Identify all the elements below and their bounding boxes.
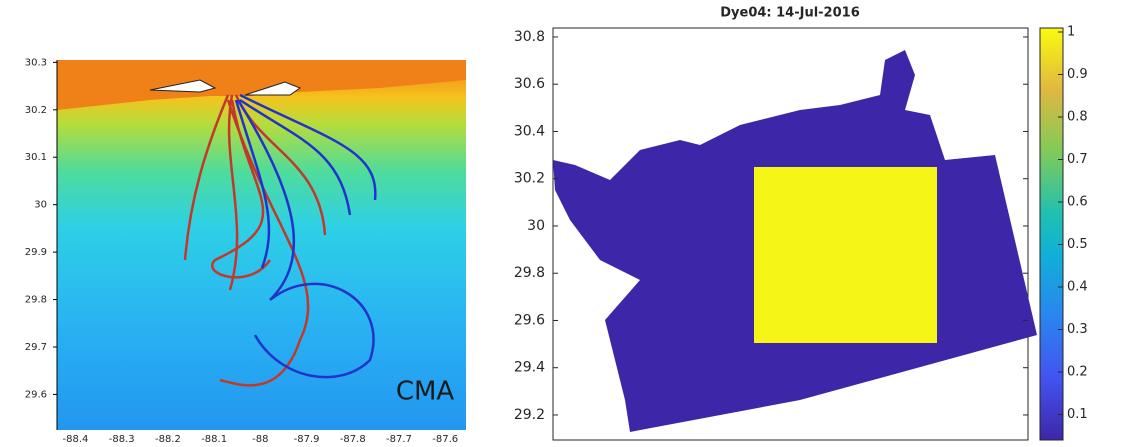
- x-tick-label: -87.9: [294, 434, 320, 445]
- y-tick-label: 29.7: [25, 342, 47, 353]
- x-tick-label: -88.4: [63, 434, 89, 445]
- dye-release: [754, 167, 937, 343]
- y-tick-label: 30.4: [514, 123, 545, 139]
- y-tick-label: 29.4: [514, 360, 545, 376]
- colorbar: [1040, 28, 1063, 440]
- chart-title: Dye04: 14-Jul-2016: [720, 6, 860, 21]
- ticks: 29.6 29.7 29.8 29.9 30 30.1 30.2 30.3 -88.4 -88.3…: [25, 25, 1088, 446]
- colorbar-tick-label: 0.8: [1067, 110, 1088, 125]
- y-tick-label: 30: [34, 200, 47, 211]
- colorbar-tick-label: 1: [1067, 25, 1075, 40]
- colorbar-tick-label: 0.4: [1067, 280, 1088, 295]
- colorbar-tick-label: 0.7: [1067, 152, 1088, 167]
- y-tick-label: 30.6: [514, 76, 545, 92]
- y-tick-label: 30.2: [514, 171, 545, 187]
- colorbar-tick-label: 0.1: [1067, 407, 1088, 422]
- y-tick-label: 30.1: [25, 152, 47, 163]
- x-tick-label: -87.7: [386, 434, 412, 445]
- y-tick-label: 29.8: [514, 265, 545, 281]
- trajectories: [183, 93, 377, 387]
- colorbar-tick-label: 0.2: [1067, 365, 1088, 380]
- y-tick-label: 30.2: [25, 105, 47, 116]
- y-tick-label: 30: [527, 218, 545, 234]
- y-tick-label: 29.6: [514, 312, 545, 328]
- y-tick-label: 29.6: [25, 389, 47, 400]
- x-tick-label: -88.1: [201, 434, 227, 445]
- bathymetry: [57, 60, 466, 430]
- y-tick-label: 30.8: [514, 29, 545, 45]
- y-tick-label: 29.9: [25, 247, 47, 258]
- x-tick-label: -88.2: [155, 434, 181, 445]
- x-tick-label: -88: [252, 434, 268, 445]
- y-tick-label: 29.2: [514, 407, 545, 423]
- y-tick-label: 30.3: [25, 57, 47, 68]
- colorbar-tick-label: 0.6: [1067, 195, 1088, 210]
- annotation: CMA: [396, 377, 455, 407]
- y-tick-label: 29.8: [25, 295, 47, 306]
- x-tick-label: -87.6: [432, 434, 458, 445]
- colorbar-frame: [1039, 27, 1064, 441]
- coast-shelf: [57, 60, 466, 110]
- land: [149, 79, 302, 96]
- x-tick-label: -88.3: [109, 434, 135, 445]
- colorbar-tick-label: 0.3: [1067, 322, 1088, 337]
- x-tick-label: -87.8: [340, 434, 366, 445]
- colorbar-tick-label: 0.5: [1067, 237, 1088, 252]
- colorbar-tick-label: 0.9: [1067, 67, 1088, 82]
